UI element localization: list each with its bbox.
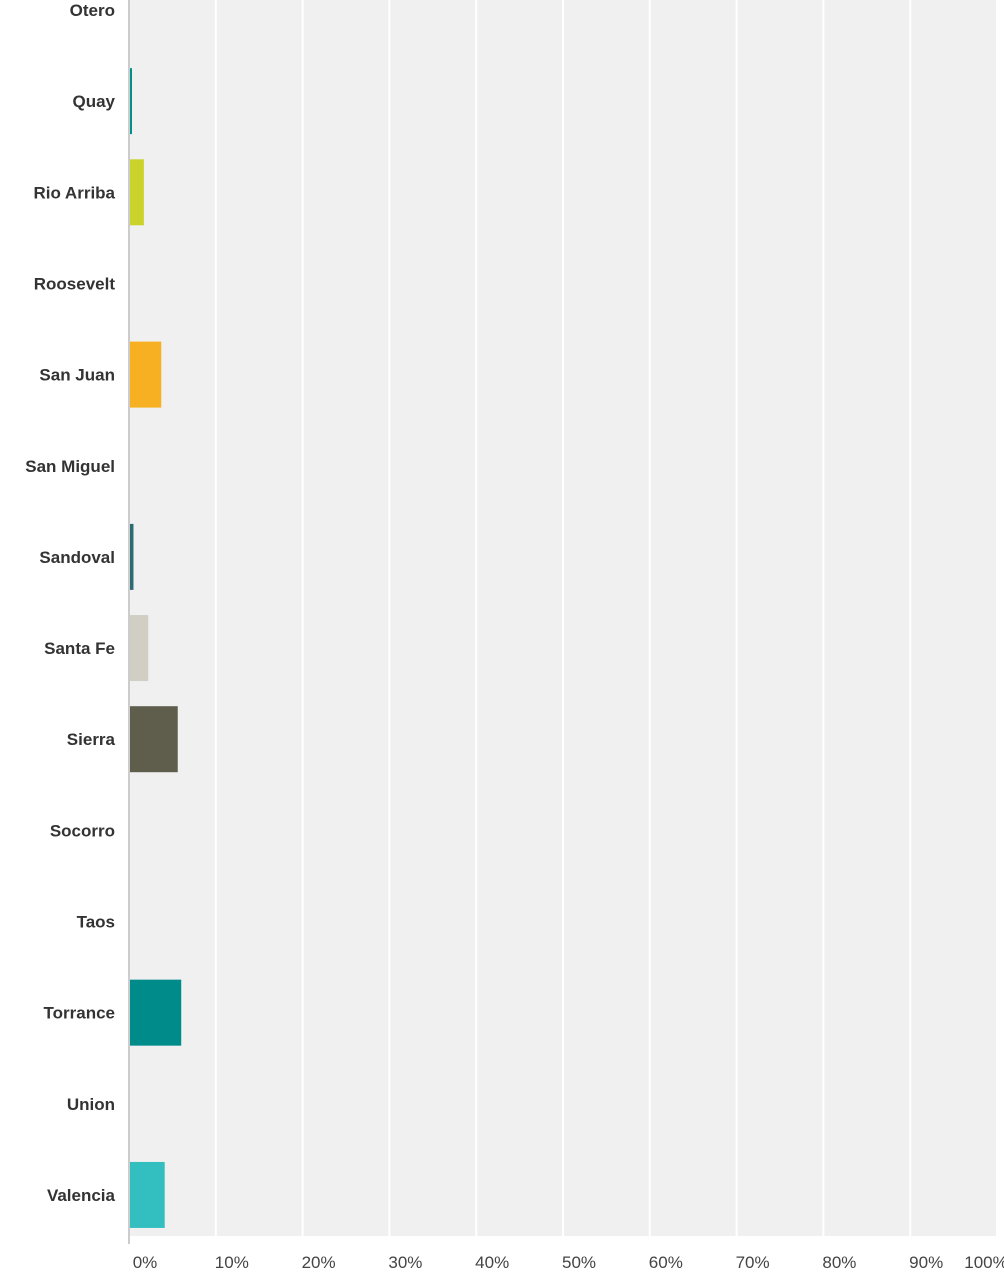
category-label: Quay (72, 92, 115, 111)
category-label: Santa Fe (44, 639, 115, 658)
x-tick-label: 0% (133, 1253, 158, 1272)
x-tick-label: 100% (964, 1253, 1004, 1272)
x-tick-label: 60% (649, 1253, 683, 1272)
category-label: Roosevelt (34, 274, 116, 293)
category-label: Otero (70, 1, 115, 20)
x-tick-label: 40% (475, 1253, 509, 1272)
x-tick-label: 30% (388, 1253, 422, 1272)
category-label: Union (67, 1095, 115, 1114)
x-tick-label: 90% (909, 1253, 943, 1272)
bar (130, 341, 162, 408)
category-label: Torrance (44, 1004, 116, 1023)
x-tick-label: 10% (215, 1253, 249, 1272)
x-tick-label: 50% (562, 1253, 596, 1272)
category-labels: Otero Quay Rio Arriba Roosevelt San Juan San … (25, 1, 115, 1205)
bar (130, 979, 182, 1046)
x-tick-label: 20% (302, 1253, 336, 1272)
bar (130, 159, 144, 226)
category-label: Rio Arriba (33, 183, 115, 202)
category-label: Taos (77, 913, 115, 932)
category-label: Sierra (67, 730, 116, 749)
bar (130, 68, 132, 135)
bar (130, 615, 149, 682)
x-tick-labels: 0% 10% 20% 30% 40% 50% 60% 70% 80% 90% 100% (133, 1253, 1004, 1272)
bar (130, 523, 134, 590)
gridlines (214, 0, 998, 1236)
category-label: Sandoval (39, 548, 115, 567)
category-label: Valencia (47, 1186, 116, 1205)
category-label: San Juan (39, 366, 115, 385)
bar (130, 706, 178, 773)
category-label: Socorro (50, 821, 115, 840)
x-tick-label: 70% (736, 1253, 770, 1272)
category-label: San Miguel (25, 457, 115, 476)
bars (130, 68, 182, 1228)
bar (130, 1161, 165, 1228)
x-tick-label: 80% (822, 1253, 856, 1272)
